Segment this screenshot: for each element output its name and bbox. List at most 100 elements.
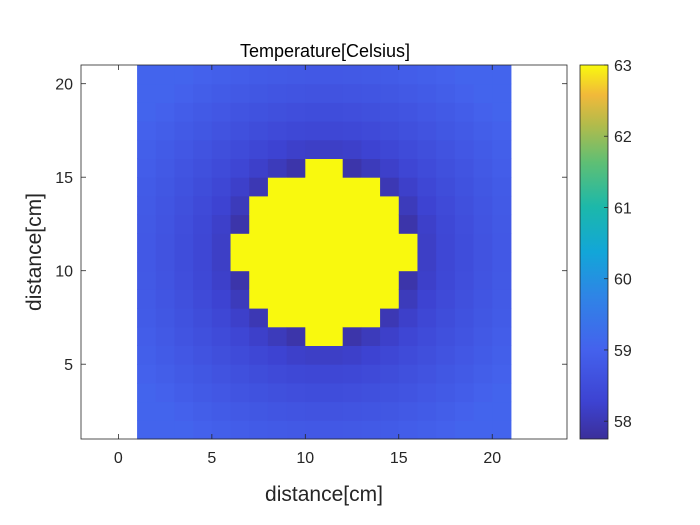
heatmap-cell [286, 65, 306, 85]
heatmap-cell [193, 121, 213, 141]
heatmap-cell [230, 65, 250, 85]
heatmap-cell [211, 139, 232, 159]
heatmap-cell [342, 326, 362, 346]
heatmap-cell [249, 177, 269, 197]
colorbar-box [579, 64, 609, 440]
heatmap-cell [249, 382, 269, 403]
heatmap-cell [342, 382, 362, 403]
heatmap-cell [436, 83, 456, 103]
heatmap-cell [380, 326, 400, 346]
heatmap-cell [454, 233, 475, 253]
heatmap-cell [473, 364, 493, 384]
heatmap-cell [305, 326, 325, 346]
heatmap-cell [286, 158, 306, 178]
heatmap-cell [324, 345, 344, 365]
heatmap-cell [454, 420, 475, 440]
heatmap-cell [324, 102, 344, 122]
heatmap-cell [193, 308, 213, 328]
heatmap-cell [436, 102, 456, 122]
y-tick-label: 10 [55, 264, 73, 281]
heatmap-cell [305, 420, 325, 440]
heatmap-cell [137, 420, 157, 440]
heatmap-cell [174, 83, 194, 103]
heatmap-cell [342, 420, 362, 440]
heatmap-cell [324, 195, 344, 216]
heatmap-cell [324, 233, 344, 253]
heatmap-cell [155, 102, 175, 122]
heatmap-cell [417, 289, 437, 309]
heatmap-cell [230, 139, 250, 159]
heatmap-cell [324, 177, 344, 197]
heatmap-cell [230, 158, 250, 178]
heatmap-cell [380, 270, 400, 290]
heatmap-cell [380, 214, 400, 234]
heatmap-cell [417, 102, 437, 122]
heatmap-cell [286, 364, 306, 384]
heatmap-cell [249, 102, 269, 122]
heatmap-cell [342, 195, 362, 216]
heatmap-cell [454, 345, 475, 365]
heatmap-cell [155, 308, 175, 328]
heatmap-cell [193, 233, 213, 253]
heatmap-cell [211, 308, 232, 328]
heatmap-cell [492, 401, 512, 421]
heatmap-cell [305, 195, 325, 216]
heatmap-cell [342, 233, 362, 253]
heatmap-cell [174, 326, 194, 346]
heatmap-cell [286, 121, 306, 141]
heatmap-cell [174, 121, 194, 141]
heatmap-cell [249, 121, 269, 141]
heatmap-cell [286, 345, 306, 365]
heatmap-cell [454, 289, 475, 309]
heatmap-cell [361, 270, 381, 290]
heatmap-cell [137, 158, 157, 178]
heatmap-cell [454, 270, 475, 290]
heatmap-cell [417, 382, 437, 403]
heatmap-cell [230, 102, 250, 122]
heatmap-cell [193, 252, 213, 272]
heatmap-cell [249, 345, 269, 365]
heatmap-cell [174, 364, 194, 384]
heatmap-cell [342, 289, 362, 309]
heatmap-cell [267, 308, 288, 328]
heatmap-cell [174, 252, 194, 272]
heatmap-cell [361, 195, 381, 216]
heatmap-cell [492, 289, 512, 309]
x-tick-label: 15 [390, 450, 408, 467]
heatmap-cell [361, 177, 381, 197]
heatmap-cell [398, 233, 418, 253]
y-tick-label: 20 [55, 77, 73, 94]
heatmap-cell [361, 401, 381, 421]
heatmap-cell [342, 214, 362, 234]
heatmap-cell [417, 270, 437, 290]
heatmap-cell [267, 420, 288, 440]
heatmap-cell [211, 420, 232, 440]
heatmap-cell [193, 177, 213, 197]
heatmap-cell [155, 65, 175, 85]
heatmap-cell [454, 121, 475, 141]
heatmap-cell [230, 326, 250, 346]
heatmap-cell [174, 177, 194, 197]
heatmap-cell [286, 401, 306, 421]
colorbar: 58 59 60 61 62 63 [579, 58, 632, 440]
heatmap-cell [137, 121, 157, 141]
heatmap-cell [324, 83, 344, 103]
heatmap-cell [492, 420, 512, 440]
heatmap-cell [342, 121, 362, 141]
heatmap-cell [137, 382, 157, 403]
heatmap-cell [137, 233, 157, 253]
heatmap-cell [436, 308, 456, 328]
heatmap-cell [492, 83, 512, 103]
heatmap-cell [137, 65, 157, 85]
heatmap-cell [473, 326, 493, 346]
plot-axes: 0 5 10 15 20 5 10 15 20 [55, 64, 568, 467]
heatmap-cell [380, 177, 400, 197]
heatmap-cell [417, 401, 437, 421]
heatmap-cell [492, 308, 512, 328]
heatmap-cell [398, 420, 418, 440]
heatmap-cell [267, 382, 288, 403]
heatmap-cell [211, 326, 232, 346]
heatmap-cell [230, 345, 250, 365]
heatmap-cell [473, 308, 493, 328]
heatmap-cell [174, 401, 194, 421]
